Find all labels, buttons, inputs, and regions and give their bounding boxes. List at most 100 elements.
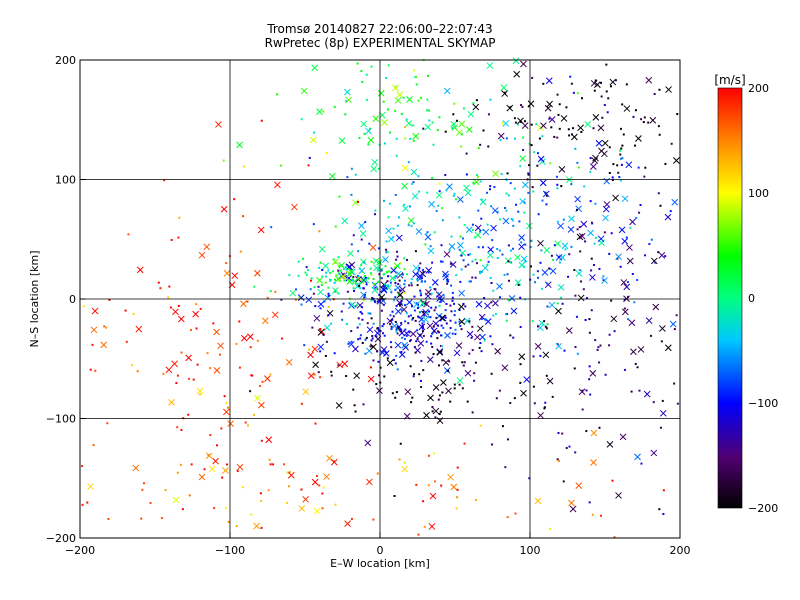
data-point-dot — [353, 289, 356, 292]
data-point-dot — [386, 357, 389, 360]
data-point-dot — [359, 337, 362, 340]
data-point-x — [412, 132, 420, 140]
data-point-dot — [574, 147, 577, 150]
data-point-dot — [675, 314, 678, 317]
data-point-dot — [425, 233, 428, 236]
data-point-x — [560, 115, 568, 122]
data-point-dot — [613, 330, 616, 333]
data-point-dot — [253, 413, 256, 416]
data-point-x — [376, 387, 383, 395]
data-point-dot — [331, 270, 334, 273]
data-point-dot — [648, 243, 651, 246]
data-point-x — [671, 198, 679, 206]
x-tick-label: −100 — [215, 544, 245, 557]
data-point-x — [377, 89, 385, 97]
data-point-dot — [519, 165, 522, 168]
data-point-dot — [605, 90, 608, 93]
data-point-dot — [427, 454, 430, 457]
data-point-dot — [269, 373, 272, 376]
data-point-x — [465, 126, 473, 133]
data-point-x — [445, 387, 452, 395]
data-point-dot — [447, 280, 450, 283]
data-point-dot — [471, 276, 474, 279]
data-point-dot — [490, 281, 493, 284]
data-point-dot — [442, 293, 445, 296]
data-point-x — [374, 329, 381, 337]
data-point-dot — [367, 143, 370, 146]
data-point-x — [215, 121, 222, 128]
data-point-dot — [405, 118, 408, 121]
data-point-x — [217, 342, 224, 350]
data-point-dot — [430, 342, 433, 345]
data-point-dot — [388, 131, 391, 134]
data-point-dot — [480, 217, 483, 220]
data-point-dot — [530, 239, 533, 242]
data-point-x — [501, 364, 509, 372]
data-point-dot — [361, 312, 364, 315]
data-point-x — [442, 270, 449, 278]
data-point-dot — [395, 354, 398, 357]
data-point-dot — [657, 251, 660, 254]
data-point-dot — [417, 99, 420, 102]
data-point-dot — [439, 344, 442, 347]
data-point-x — [317, 288, 324, 296]
data-point-dot — [452, 113, 455, 116]
data-point-dot — [322, 110, 325, 113]
data-point-dot — [342, 302, 345, 305]
data-point-dot — [568, 445, 571, 448]
data-point-dot — [658, 508, 661, 511]
data-point-x — [652, 303, 660, 311]
data-point-dot — [260, 499, 263, 502]
data-point-dot — [487, 260, 490, 263]
data-point-dot — [280, 298, 283, 301]
data-point-dot — [549, 162, 552, 165]
data-point-dot — [501, 425, 504, 428]
data-point-dot — [327, 294, 330, 297]
data-point-dot — [417, 533, 420, 536]
data-point-x — [336, 361, 344, 369]
data-point-dot — [414, 75, 417, 78]
data-point-dot — [456, 119, 459, 122]
data-point-dot — [345, 268, 348, 271]
data-point-dot — [438, 190, 441, 193]
data-point-dot — [514, 137, 517, 140]
data-point-dot — [634, 362, 637, 365]
data-point-x — [313, 314, 321, 322]
data-point-dot — [460, 268, 463, 271]
data-point-x — [423, 411, 430, 419]
data-point-dot — [416, 329, 419, 332]
data-point-x — [645, 317, 653, 325]
data-point-dot — [631, 272, 634, 275]
data-point-dot — [415, 340, 418, 343]
data-point-dot — [243, 165, 246, 168]
data-point-dot — [319, 350, 322, 353]
data-point-dot — [350, 243, 353, 246]
data-point-dot — [330, 374, 333, 377]
data-point-x — [394, 97, 402, 104]
data-point-x — [615, 492, 622, 499]
data-point-dot — [658, 133, 661, 136]
data-point-dot — [658, 88, 661, 91]
data-point-dot — [520, 120, 523, 123]
data-point-dot — [357, 277, 360, 280]
data-point-dot — [588, 331, 591, 334]
data-point-dot — [451, 299, 454, 302]
data-point-x — [400, 306, 408, 313]
data-point-dot — [409, 137, 412, 140]
data-point-x — [436, 349, 444, 356]
data-point-dot — [438, 331, 441, 334]
data-point-dot — [432, 330, 435, 333]
data-point-dot — [327, 292, 330, 295]
data-point-dot — [426, 98, 429, 101]
data-point-dot — [358, 136, 361, 139]
data-point-x — [395, 234, 403, 242]
data-point-x — [407, 217, 415, 224]
data-point-dot — [421, 268, 424, 271]
data-point-dot — [458, 248, 461, 251]
data-point-dot — [489, 98, 492, 101]
data-point-dot — [422, 334, 425, 337]
data-point-x — [612, 194, 619, 202]
data-point-dot — [413, 309, 416, 312]
data-point-dot — [370, 273, 373, 276]
